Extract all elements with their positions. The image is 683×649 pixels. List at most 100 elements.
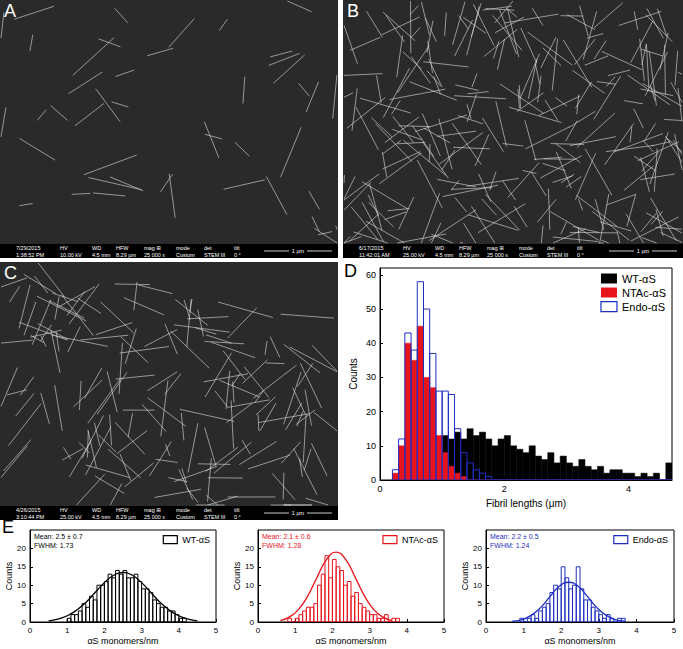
- svg-text:4: 4: [405, 626, 410, 635]
- svg-text:3:10:44 PM: 3:10:44 PM: [16, 514, 45, 520]
- svg-text:15: 15: [17, 562, 26, 571]
- svg-text:10: 10: [17, 581, 26, 590]
- svg-text:15: 15: [245, 562, 254, 571]
- svg-text:3: 3: [367, 626, 372, 635]
- svg-text:20: 20: [473, 544, 482, 553]
- svg-text:STEM III: STEM III: [547, 252, 569, 258]
- svg-text:4: 4: [634, 626, 639, 635]
- svg-text:1: 1: [293, 626, 298, 635]
- svg-text:2: 2: [559, 626, 564, 635]
- svg-text:tilt: tilt: [577, 245, 583, 251]
- svg-text:0: 0: [22, 618, 27, 627]
- svg-text:HV: HV: [60, 507, 68, 513]
- svg-text:HV: HV: [403, 245, 411, 251]
- svg-text:αS monomers/nm: αS monomers/nm: [87, 636, 158, 646]
- svg-text:Endo-αS: Endo-αS: [622, 301, 665, 313]
- svg-text:mode: mode: [176, 245, 190, 251]
- svg-text:NTAc-αS: NTAc-αS: [622, 287, 666, 299]
- svg-text:Endo-αS: Endo-αS: [633, 535, 668, 545]
- svg-text:5: 5: [442, 626, 447, 635]
- svg-text:HFW: HFW: [116, 245, 129, 251]
- svg-text:mag ⊞: mag ⊞: [487, 245, 504, 251]
- svg-text:αS monomers/nm: αS monomers/nm: [315, 636, 386, 646]
- svg-text:5: 5: [250, 599, 255, 608]
- svg-text:STEM III: STEM III: [204, 252, 226, 258]
- svg-text:HV: HV: [60, 245, 68, 251]
- svg-text:HFW: HFW: [459, 245, 472, 251]
- svg-text:Counts: Counts: [460, 561, 470, 590]
- svg-text:4.5 mm: 4.5 mm: [92, 514, 111, 520]
- svg-text:Custom: Custom: [176, 514, 195, 520]
- svg-text:D: D: [344, 261, 357, 281]
- svg-text:0: 0: [371, 475, 376, 485]
- svg-text:det: det: [204, 245, 212, 251]
- svg-text:3: 3: [597, 626, 602, 635]
- svg-text:STEM III: STEM III: [204, 514, 226, 520]
- svg-text:det: det: [204, 507, 212, 513]
- svg-text:10: 10: [245, 581, 254, 590]
- svg-text:E: E: [2, 517, 14, 537]
- svg-text:0 °: 0 °: [234, 514, 241, 520]
- svg-text:6/17/2015: 6/17/2015: [359, 245, 383, 251]
- svg-text:0: 0: [377, 484, 382, 494]
- svg-text:7/29/2015: 7/29/2015: [16, 245, 40, 251]
- svg-text:αS monomers/nm: αS monomers/nm: [544, 636, 615, 646]
- svg-text:A: A: [4, 1, 16, 21]
- svg-text:2: 2: [330, 626, 335, 635]
- svg-text:20: 20: [17, 544, 26, 553]
- svg-text:0: 0: [478, 618, 483, 627]
- svg-text:WD: WD: [435, 245, 444, 251]
- svg-text:Mean: 2.1 ± 0.6: Mean: 2.1 ± 0.6: [262, 533, 311, 540]
- svg-text:10.00 kV: 10.00 kV: [60, 252, 82, 258]
- svg-text:3: 3: [139, 626, 144, 635]
- svg-text:NTAc-αS: NTAc-αS: [402, 535, 438, 545]
- svg-text:8.29 µm: 8.29 µm: [459, 252, 479, 258]
- svg-text:0: 0: [28, 626, 33, 635]
- svg-text:4: 4: [626, 484, 631, 494]
- svg-text:det: det: [547, 245, 555, 251]
- svg-text:Mean: 2.2 ± 0.5: Mean: 2.2 ± 0.5: [490, 533, 539, 540]
- svg-text:Custom: Custom: [176, 252, 195, 258]
- svg-text:WD: WD: [92, 245, 101, 251]
- svg-text:0 °: 0 °: [577, 252, 584, 258]
- svg-text:25 000 x: 25 000 x: [144, 514, 165, 520]
- svg-text:FWHM: 1.73: FWHM: 1.73: [34, 542, 73, 549]
- svg-text:5: 5: [214, 626, 219, 635]
- svg-text:11:42:01 AM: 11:42:01 AM: [359, 252, 390, 258]
- svg-text:1 µm: 1 µm: [292, 248, 305, 254]
- svg-text:2: 2: [102, 626, 107, 635]
- svg-text:WT-αS: WT-αS: [182, 535, 210, 545]
- svg-text:4.5 mm: 4.5 mm: [92, 252, 111, 258]
- svg-text:1: 1: [65, 626, 70, 635]
- svg-text:mag ⊞: mag ⊞: [144, 507, 161, 513]
- svg-text:Fibril lengths (μm): Fibril lengths (μm): [486, 498, 566, 509]
- svg-text:40: 40: [366, 338, 376, 348]
- svg-text:C: C: [4, 263, 17, 283]
- svg-text:25.00 kV: 25.00 kV: [60, 514, 82, 520]
- svg-text:Custom: Custom: [519, 252, 538, 258]
- svg-text:4.5 mm: 4.5 mm: [435, 252, 454, 258]
- svg-text:0 °: 0 °: [234, 252, 241, 258]
- svg-text:Counts: Counts: [348, 358, 359, 390]
- svg-text:8.29 µm: 8.29 µm: [116, 252, 136, 258]
- svg-text:15: 15: [473, 562, 482, 571]
- svg-text:FWHM: 1.28: FWHM: 1.28: [262, 542, 301, 549]
- svg-text:0: 0: [484, 626, 489, 635]
- svg-text:mag ⊞: mag ⊞: [144, 245, 161, 251]
- svg-text:B: B: [347, 1, 359, 21]
- svg-text:20: 20: [245, 544, 254, 553]
- svg-text:tilt: tilt: [234, 507, 240, 513]
- svg-text:tilt: tilt: [234, 245, 240, 251]
- svg-text:5: 5: [672, 626, 677, 635]
- svg-text:25 000 x: 25 000 x: [144, 252, 165, 258]
- svg-text:0: 0: [256, 626, 261, 635]
- svg-text:1: 1: [521, 626, 526, 635]
- svg-text:Counts: Counts: [232, 561, 242, 590]
- svg-text:FWHM: 1.24: FWHM: 1.24: [490, 542, 529, 549]
- svg-text:4/26/2015: 4/26/2015: [16, 507, 40, 513]
- svg-text:Mean: 2.5 ± 0.7: Mean: 2.5 ± 0.7: [34, 533, 83, 540]
- svg-text:25.00 kV: 25.00 kV: [403, 252, 425, 258]
- svg-text:10: 10: [473, 581, 482, 590]
- svg-text:2: 2: [502, 484, 507, 494]
- svg-text:1:38:52 PM: 1:38:52 PM: [16, 252, 45, 258]
